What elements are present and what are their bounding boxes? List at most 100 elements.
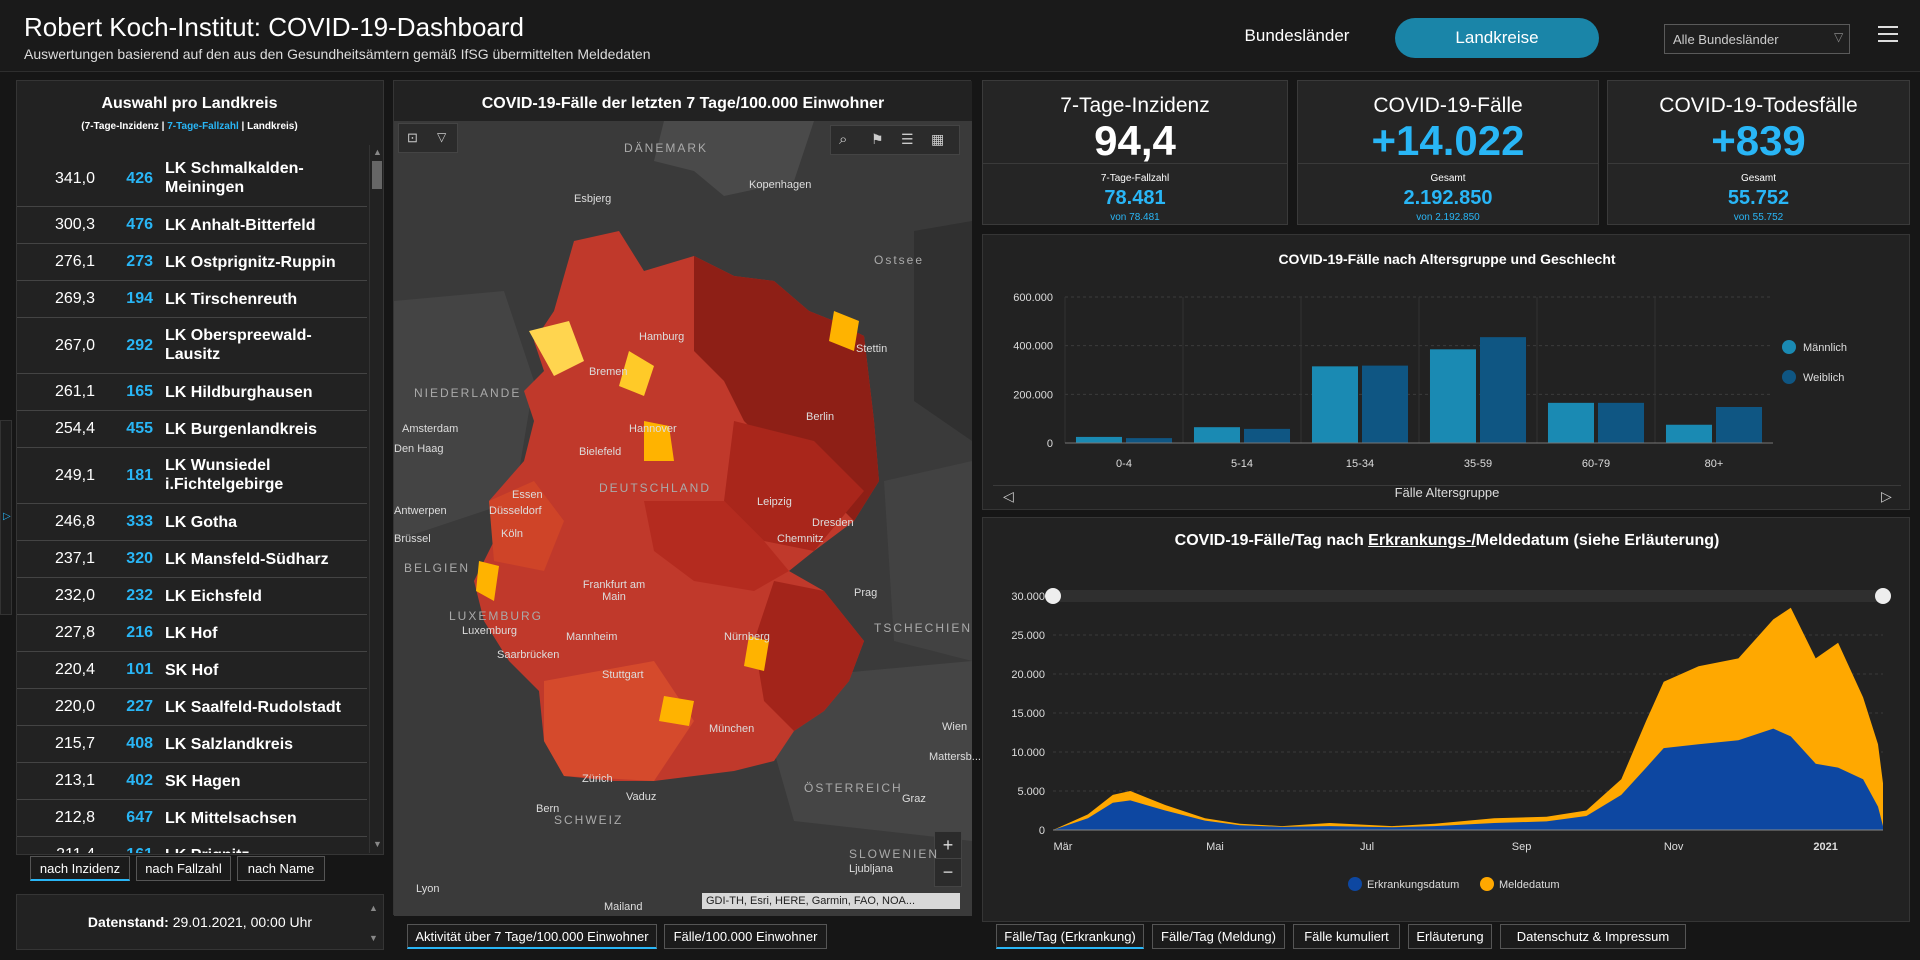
- sort-by-fallzahl-tab[interactable]: nach Fallzahl: [136, 856, 231, 881]
- y-tick-label: 5.000: [1017, 786, 1045, 798]
- bar-männlich[interactable]: [1429, 349, 1476, 443]
- map-tab-per100k[interactable]: Fälle/100.000 Einwohner: [664, 924, 827, 949]
- zoom-in-button[interactable]: +: [935, 832, 961, 859]
- landkreis-name: LK Gotha: [165, 514, 237, 531]
- city-label: Chemnitz: [777, 533, 824, 545]
- kpi-card: COVID-19-Fälle +14.022 Gesamt 2.192.850 von …: [1297, 80, 1599, 225]
- map-tab-activity[interactable]: Aktivität über 7 Tage/100.000 Einwohner: [407, 924, 657, 949]
- landkreis-row[interactable]: 261,1 165 LK Hildburghausen: [17, 374, 367, 411]
- bar-männlich[interactable]: [1193, 427, 1240, 443]
- bundesland-select[interactable]: Alle Bundesländer: [1664, 24, 1850, 54]
- datenstand-label: Datenstand:: [87, 914, 169, 930]
- landkreis-row[interactable]: 232,0 232 LK Eichsfeld: [17, 578, 367, 615]
- legend-label[interactable]: Erkrankungsdatum: [1367, 879, 1459, 891]
- landkreis-row[interactable]: 276,1 273 LK Ostprignitz-Ruppin: [17, 244, 367, 281]
- daily-chart-tab[interactable]: Fälle/Tag (Meldung): [1152, 924, 1285, 949]
- landkreis-row[interactable]: 220,0 227 LK Saalfeld-Rudolstadt: [17, 689, 367, 726]
- x-tick-label: Jul: [1360, 841, 1374, 853]
- landkreis-row[interactable]: 213,1 402 SK Hagen: [17, 763, 367, 800]
- fallzahl-value: 194: [126, 290, 153, 307]
- landkreis-row[interactable]: 249,1 181 LK Wunsiedel i.Fichtelgebirge: [17, 448, 367, 504]
- landkreis-row[interactable]: 254,4 455 LK Burgenlandkreis: [17, 411, 367, 448]
- zoom-control: + −: [934, 831, 962, 887]
- landkreis-row[interactable]: 341,0 426 LK Schmalkalden-Meiningen: [17, 151, 367, 207]
- bar-weiblich[interactable]: [1480, 337, 1527, 443]
- hamburger-menu-icon[interactable]: [1878, 26, 1898, 44]
- landkreis-name: LK Wunsiedel i.Fichtelgebirge: [165, 457, 284, 493]
- city-label: Kopenhagen: [749, 179, 812, 191]
- scroll-down-icon[interactable]: ▼: [373, 839, 382, 849]
- bar-männlich[interactable]: [1311, 366, 1358, 443]
- bookmark-icon[interactable]: ⚑: [871, 131, 884, 147]
- legend-label[interactable]: Weiblich: [1803, 372, 1844, 384]
- bar-männlich[interactable]: [1547, 402, 1594, 443]
- erkrankung-link[interactable]: Erkrankungs-/: [1368, 532, 1476, 549]
- select-tool-icon[interactable]: ⊡: [407, 130, 418, 145]
- layer-list-icon[interactable]: ☰: [901, 131, 914, 147]
- bar-weiblich[interactable]: [1716, 406, 1763, 443]
- landkreis-row[interactable]: 246,8 333 LK Gotha: [17, 504, 367, 541]
- list-scrollbar[interactable]: [369, 145, 383, 853]
- list-scrollbar-thumb[interactable]: [372, 161, 382, 189]
- daily-chart-tab[interactable]: Datenschutz & Impressum: [1500, 924, 1686, 949]
- kpi-label: 7-Tage-Fallzahl: [1100, 173, 1170, 184]
- scroll-up-icon[interactable]: ▲: [373, 147, 382, 157]
- side-drawer-handle[interactable]: ▷: [0, 420, 12, 615]
- bar-weiblich[interactable]: [1244, 428, 1291, 443]
- landkreis-name: LK Salzlandkreis: [165, 736, 294, 753]
- range-slider-handle[interactable]: [1045, 588, 1061, 604]
- landkreis-row[interactable]: 227,8 216 LK Hof: [17, 615, 367, 652]
- landkreis-row[interactable]: 211,4 161 LK Prignitz: [17, 837, 367, 853]
- nav-bundeslaender-button[interactable]: Bundesländer: [1244, 26, 1350, 45]
- daily-chart-tab[interactable]: Erläuterung: [1408, 924, 1492, 949]
- header-bar: Robert Koch-Institut: COVID-19-Dashboard…: [0, 0, 1920, 72]
- divider: [1608, 163, 1909, 164]
- bar-weiblich[interactable]: [1362, 365, 1409, 443]
- datenstand-box: Datenstand: 29.01.2021, 00:00 Uhr ▲ ▼: [16, 894, 384, 950]
- zoom-out-button[interactable]: −: [942, 862, 954, 882]
- germany-map[interactable]: [394, 121, 972, 916]
- area-erkrankungsdatum[interactable]: [1053, 728, 1883, 830]
- landkreis-name: LK Tirschenreuth: [165, 291, 298, 308]
- landkreis-row[interactable]: 220,4 101 SK Hof: [17, 652, 367, 689]
- city-label: Stuttgart: [602, 669, 644, 681]
- map-attribution[interactable]: GDI-TH, Esri, HERE, Garmin, FAO, NOA...: [702, 893, 960, 909]
- sort-by-name-tab[interactable]: nach Name: [237, 856, 325, 881]
- city-label: Ljubljana: [849, 863, 894, 875]
- landkreis-row[interactable]: 267,0 292 LK Oberspreewald-Lausitz: [17, 318, 367, 374]
- landkreis-row[interactable]: 300,3 476 LK Anhalt-Bitterfeld: [17, 207, 367, 244]
- landkreis-list[interactable]: 341,0 426 LK Schmalkalden-Meiningen 300,3 47…: [17, 81, 369, 853]
- landkreis-list-panel: Auswahl pro Landkreis (7-Tage-Inzidenz |…: [16, 80, 384, 855]
- sort-by-inzidenz-tab[interactable]: nach Inzidenz: [30, 856, 130, 881]
- legend-landkreis: | Landkreis): [238, 121, 298, 132]
- nav-landkreise-button[interactable]: Landkreise: [1395, 18, 1599, 58]
- scroll-down-icon[interactable]: ▼: [369, 933, 378, 943]
- legend-swatch: [1480, 877, 1494, 891]
- bar-männlich[interactable]: [1075, 436, 1122, 443]
- chevron-right-icon[interactable]: ▷: [1881, 488, 1892, 504]
- bar-weiblich[interactable]: [1126, 438, 1173, 443]
- daily-chart-tab[interactable]: Fälle kumuliert: [1293, 924, 1400, 949]
- landkreis-row[interactable]: 215,7 408 LK Salzlandkreis: [17, 726, 367, 763]
- fallzahl-value: 320: [126, 550, 153, 567]
- bar-männlich[interactable]: [1665, 424, 1712, 443]
- range-slider-handle[interactable]: [1875, 588, 1891, 604]
- landkreis-row[interactable]: 237,1 320 LK Mansfeld-Südharz: [17, 541, 367, 578]
- search-icon[interactable]: ⌕: [839, 131, 848, 148]
- legend-label[interactable]: Männlich: [1803, 342, 1847, 354]
- chevron-down-icon[interactable]: ▽: [437, 130, 447, 144]
- landkreis-row[interactable]: 212,8 647 LK Mittelsachsen: [17, 800, 367, 837]
- bar-weiblich[interactable]: [1598, 402, 1645, 443]
- landkreis-row[interactable]: 269,3 194 LK Tirschenreuth: [17, 281, 367, 318]
- scroll-up-icon[interactable]: ▲: [369, 903, 378, 913]
- map-panel[interactable]: COVID-19-Fälle der letzten 7 Tage/100.00…: [393, 80, 981, 916]
- divider: [1298, 163, 1598, 164]
- city-label: Hannover: [629, 423, 677, 435]
- kpi-card: 7-Tage-Inzidenz 94,4 7-Tage-Fallzahl 78.481…: [982, 80, 1288, 225]
- daily-chart-tab[interactable]: Fälle/Tag (Erkrankung): [996, 924, 1144, 949]
- landkreis-name: LK Mittelsachsen: [165, 810, 297, 827]
- legend-label[interactable]: Meldedatum: [1499, 879, 1560, 891]
- chevron-left-icon[interactable]: ◁: [1003, 488, 1014, 504]
- basemap-gallery-icon[interactable]: ▦: [931, 131, 945, 147]
- range-slider-track[interactable]: [1053, 590, 1883, 602]
